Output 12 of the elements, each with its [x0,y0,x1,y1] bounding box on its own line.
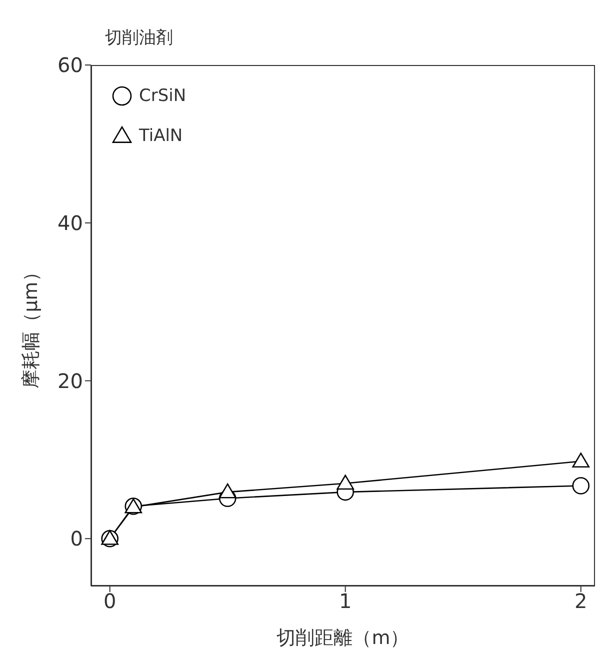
legend-label: TiAlN [139,126,183,146]
x-axis-title: 切削距離（m） [276,627,410,649]
y-tick-label: 20 [58,368,83,393]
y-tick-label: 60 [58,53,83,78]
x-tick-label: 0 [103,589,116,614]
chart-title: 切削油剤 [105,27,173,49]
x-tick-label: 1 [338,589,352,614]
x-tick-label: 2 [574,589,588,614]
legend-label: CrSiN [139,86,186,106]
y-axis-title: 摩耗幅（μm） [20,262,42,388]
y-tick-label: 40 [58,210,83,235]
y-tick-label: 0 [70,526,83,551]
